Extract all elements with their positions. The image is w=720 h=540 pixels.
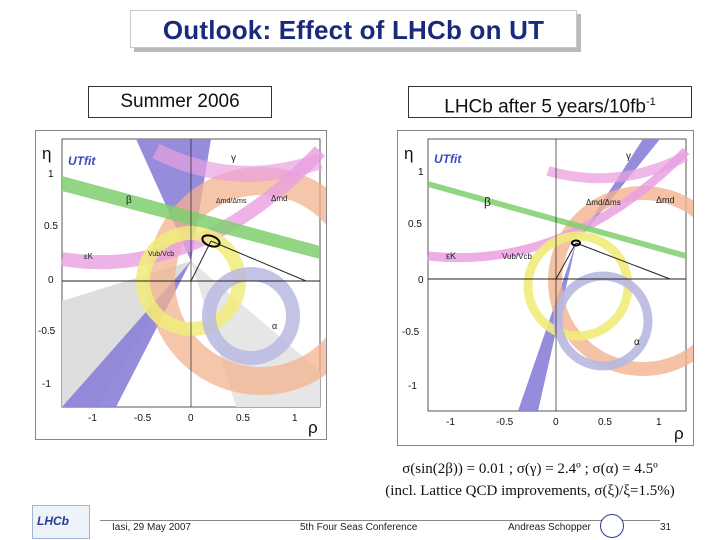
right-dmd-dms-label: Δmd/Δms — [586, 198, 621, 207]
right-x-tick: 0.5 — [598, 417, 612, 428]
right-ut-plot: UTfit η ρ 1 0.5 0 -0.5 -1 -1 -0.5 0 0.5 … — [397, 130, 694, 446]
left-y-axis-name: η — [42, 144, 51, 163]
right-x-tick: -0.5 — [496, 417, 514, 428]
footer-conference: 5th Four Seas Conference — [300, 522, 418, 533]
footer-page-number: 31 — [660, 522, 672, 533]
left-x-tick: -0.5 — [134, 413, 152, 424]
left-eps-label: εK — [84, 252, 94, 261]
right-triangle-side-1 — [555, 242, 577, 280]
lhcb-logo: LHCb — [32, 505, 90, 539]
left-alpha-label: α — [272, 321, 277, 331]
left-triangle-side-2 — [210, 240, 307, 282]
left-triangle-side-1 — [190, 240, 212, 282]
right-y-tick: 0 — [418, 275, 424, 286]
left-eps-band-2 — [152, 143, 323, 182]
left-fit-contour — [201, 234, 221, 248]
left-dmd-ring — [202, 267, 300, 365]
left-dmd-dms-label: Δmd/Δms — [216, 198, 247, 205]
right-alpha-label: α — [634, 337, 640, 348]
right-beta-label: β — [484, 195, 491, 209]
left-utfit-logo: UTfit — [68, 154, 96, 168]
right-triangle-side-2 — [575, 242, 671, 280]
right-dmd-ring — [553, 271, 653, 371]
right-y-tick: -1 — [408, 381, 417, 392]
right-x-tick: -1 — [446, 417, 455, 428]
right-utfit-logo: UTfit — [434, 152, 462, 166]
slide-title-box: Outlook: Effect of LHCb on UT — [130, 10, 577, 48]
right-y-tick: 0.5 — [408, 219, 422, 230]
left-x-tick: 1 — [292, 413, 298, 424]
cern-logo-icon — [600, 514, 624, 538]
right-dmd-label: Δmd — [656, 195, 675, 205]
footer-divider — [100, 520, 660, 521]
right-x-tick: 1 — [656, 417, 662, 428]
left-eps-band — [60, 146, 326, 270]
right-beta-band — [428, 181, 686, 259]
left-x-tick: 0.5 — [236, 413, 250, 424]
right-ut-svg: UTfit η ρ 1 0.5 0 -0.5 -1 -1 -0.5 0 0.5 … — [402, 138, 693, 443]
right-plot-label-text: LHCb after 5 years/10fb — [444, 96, 646, 118]
right-y-axis-name: η — [404, 144, 413, 163]
slide-title: Outlook: Effect of LHCb on UT — [162, 15, 545, 45]
caption-line-1: σ(sin(2β)) = 0.01 ; σ(γ) = 2.4º ; σ(α) =… — [402, 461, 658, 477]
right-eps-label: εK — [446, 251, 456, 261]
left-vub-label: Vub/Vcb — [148, 251, 174, 258]
left-beta-label: β — [126, 195, 132, 206]
right-x-tick: 0 — [553, 417, 559, 428]
left-y-tick: 0 — [48, 275, 54, 286]
right-eps-band-2 — [546, 151, 689, 184]
left-x-tick: 0 — [188, 413, 194, 424]
right-plot-label: LHCb after 5 years/10fb-1 — [408, 86, 692, 118]
left-y-tick: 1 — [48, 169, 54, 180]
left-gamma-label: γ — [231, 153, 236, 164]
caption-line-2: (incl. Lattice QCD improvements, σ(ξ)/ξ=… — [385, 483, 675, 499]
left-plot-label-text: Summer 2006 — [120, 91, 240, 112]
right-vub-label: Vub/Vcb — [502, 252, 532, 261]
footer-author: Andreas Schopper — [508, 522, 591, 533]
left-dmd-label: Δmd — [271, 194, 287, 203]
left-y-tick: 0.5 — [44, 221, 58, 232]
right-gamma-label: γ — [626, 151, 631, 162]
right-plot-label-sup: -1 — [645, 96, 656, 108]
right-x-axis-name: ρ — [674, 424, 684, 443]
lhcb-logo-text: LHCb — [37, 514, 69, 528]
left-y-tick: -0.5 — [38, 326, 56, 337]
left-ut-plot: UTfit η ρ 1 0.5 0 -0.5 -1 -1 -0.5 0 0.5 … — [35, 130, 327, 440]
footer-date: Iasi, 29 May 2007 — [112, 522, 191, 533]
right-y-tick: -0.5 — [402, 327, 420, 338]
right-y-tick: 1 — [418, 167, 424, 178]
left-plot-label: Summer 2006 — [88, 86, 272, 118]
left-y-tick: -1 — [42, 379, 51, 390]
left-x-axis-name: ρ — [308, 418, 318, 437]
left-ut-svg: UTfit η ρ 1 0.5 0 -0.5 -1 -1 -0.5 0 0.5 … — [38, 138, 326, 437]
right-fit-contour — [571, 239, 581, 247]
left-x-tick: -1 — [88, 413, 97, 424]
